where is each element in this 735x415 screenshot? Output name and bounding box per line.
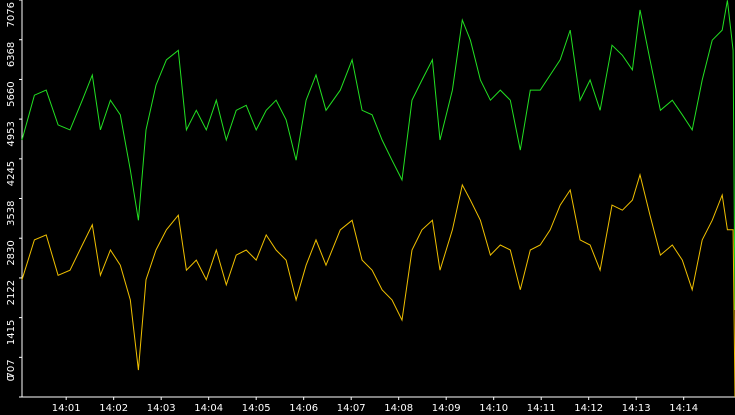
x-tick-label: 14:13 — [622, 403, 651, 414]
y-tick-label: 7076 — [6, 2, 17, 27]
y-tick-label: 707 — [6, 359, 17, 378]
series-line — [21, 172, 735, 398]
x-tick-label: 14:01 — [52, 403, 81, 414]
x-tick-label: 14:10 — [479, 403, 508, 414]
y-tick-label: 1415 — [6, 320, 17, 345]
y-tick-label: 2830 — [6, 240, 17, 265]
y-tick-label: 3538 — [6, 201, 17, 226]
x-tick-label: 14:11 — [527, 403, 556, 414]
x-tick-label: 14:08 — [384, 403, 413, 414]
y-tick-label: 4245 — [6, 161, 17, 186]
series-line — [21, 0, 735, 311]
x-tick-label: 14:07 — [337, 403, 366, 414]
x-tick-label: 14:04 — [194, 403, 223, 414]
y-tick-label: 5660 — [6, 81, 17, 106]
x-tick-label: 14:09 — [432, 403, 461, 414]
x-tick-label: 14:05 — [242, 403, 271, 414]
x-tick-label: 14:14 — [669, 403, 698, 414]
y-tick-label: 0 — [6, 375, 17, 381]
x-tick-label: 14:03 — [147, 403, 176, 414]
y-tick-label: 2122 — [6, 280, 17, 305]
x-tick-label: 14:06 — [289, 403, 318, 414]
y-tick-label: 4953 — [6, 121, 17, 146]
x-tick-label: 14:02 — [99, 403, 128, 414]
y-tick-label: 6368 — [6, 42, 17, 67]
x-tick-label: 14:12 — [574, 403, 603, 414]
